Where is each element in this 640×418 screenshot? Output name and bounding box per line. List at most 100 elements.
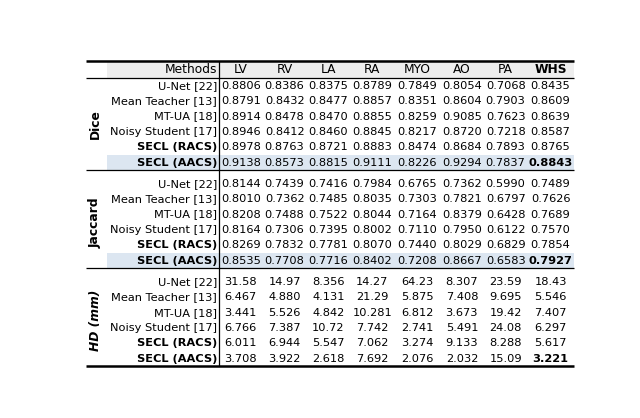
Text: 0.7489: 0.7489 [531, 179, 570, 189]
Text: 7.692: 7.692 [356, 354, 388, 364]
Text: 6.812: 6.812 [401, 308, 433, 318]
Text: 0.8857: 0.8857 [352, 96, 392, 106]
Text: SECL (AACS): SECL (AACS) [136, 158, 217, 168]
Bar [108, 61, 219, 78]
Text: 7.387: 7.387 [268, 323, 301, 333]
Text: U-Net [22]: U-Net [22] [157, 277, 217, 287]
Text: 14.97: 14.97 [268, 277, 301, 287]
Text: 5.547: 5.547 [312, 338, 344, 348]
Text: 0.8460: 0.8460 [308, 127, 348, 137]
Text: 0.8791: 0.8791 [221, 96, 260, 106]
Text: 0.8609: 0.8609 [531, 96, 570, 106]
Text: 0.7362: 0.7362 [265, 194, 305, 204]
Text: 0.7716: 0.7716 [308, 255, 348, 265]
Text: 0.7395: 0.7395 [308, 225, 348, 235]
Text: 9.695: 9.695 [490, 292, 522, 302]
Text: Methods: Methods [165, 64, 218, 76]
Text: 0.8855: 0.8855 [352, 112, 392, 122]
Text: 0.7903: 0.7903 [486, 96, 525, 106]
Text: SECL (RACS): SECL (RACS) [137, 338, 217, 348]
Text: 0.7570: 0.7570 [531, 225, 570, 235]
Text: 5.526: 5.526 [268, 308, 301, 318]
Text: 0.7781: 0.7781 [308, 240, 348, 250]
Text: 0.8010: 0.8010 [221, 194, 260, 204]
Text: 10.281: 10.281 [352, 308, 392, 318]
Text: 0.8351: 0.8351 [397, 96, 437, 106]
Text: 0.7689: 0.7689 [531, 209, 570, 219]
Text: 0.7893: 0.7893 [486, 142, 525, 152]
Text: 24.08: 24.08 [490, 323, 522, 333]
Text: MT-UA [18]: MT-UA [18] [154, 308, 217, 318]
Text: SECL (RACS): SECL (RACS) [137, 240, 217, 250]
Text: 3.708: 3.708 [225, 354, 257, 364]
Bar [440, 253, 484, 268]
Text: 4.842: 4.842 [312, 308, 344, 318]
Text: 6.011: 6.011 [225, 338, 257, 348]
Text: Mean Teacher [13]: Mean Teacher [13] [111, 194, 217, 204]
Text: 0.8806: 0.8806 [221, 81, 260, 91]
Text: 0.8763: 0.8763 [265, 142, 305, 152]
Text: 3.922: 3.922 [268, 354, 301, 364]
Text: 6.944: 6.944 [268, 338, 301, 348]
Text: 0.9294: 0.9294 [442, 158, 482, 168]
Text: 6.297: 6.297 [534, 323, 567, 333]
Text: 0.5990: 0.5990 [486, 179, 525, 189]
Text: 0.7110: 0.7110 [397, 225, 437, 235]
Text: 0.8883: 0.8883 [352, 142, 392, 152]
Text: 0.9138: 0.9138 [221, 158, 260, 168]
Text: 0.7488: 0.7488 [265, 209, 305, 219]
Text: AO: AO [453, 64, 471, 76]
Text: 8.288: 8.288 [490, 338, 522, 348]
Text: Noisy Student [17]: Noisy Student [17] [110, 323, 217, 333]
Text: 0.8259: 0.8259 [397, 112, 437, 122]
Text: 0.8217: 0.8217 [397, 127, 437, 137]
Text: 0.7485: 0.7485 [308, 194, 348, 204]
Bar [394, 253, 440, 268]
Text: 4.131: 4.131 [312, 292, 344, 302]
Text: 0.8587: 0.8587 [531, 127, 570, 137]
Text: 0.8478: 0.8478 [265, 112, 305, 122]
Text: 0.8474: 0.8474 [397, 142, 437, 152]
Text: 0.8070: 0.8070 [352, 240, 392, 250]
Text: 0.6122: 0.6122 [486, 225, 525, 235]
Text: 0.8054: 0.8054 [442, 81, 482, 91]
Text: 0.8477: 0.8477 [308, 96, 348, 106]
Bar [307, 155, 350, 170]
Text: 0.7626: 0.7626 [531, 194, 570, 204]
Text: 7.407: 7.407 [534, 308, 567, 318]
Text: 3.274: 3.274 [401, 338, 433, 348]
Text: 0.6428: 0.6428 [486, 209, 525, 219]
Text: 0.7439: 0.7439 [265, 179, 305, 189]
Text: 18.43: 18.43 [534, 277, 567, 287]
Text: U-Net [22]: U-Net [22] [157, 179, 217, 189]
Text: MT-UA [18]: MT-UA [18] [154, 209, 217, 219]
Text: Mean Teacher [13]: Mean Teacher [13] [111, 292, 217, 302]
Text: 0.8035: 0.8035 [352, 194, 392, 204]
Bar [350, 253, 394, 268]
Text: U-Net [22]: U-Net [22] [157, 81, 217, 91]
Text: 2.741: 2.741 [401, 323, 433, 333]
Text: 31.58: 31.58 [225, 277, 257, 287]
Text: MT-UA [18]: MT-UA [18] [154, 112, 217, 122]
Text: 0.7984: 0.7984 [352, 179, 392, 189]
Text: 0.8044: 0.8044 [353, 209, 392, 219]
Text: SECL (AACS): SECL (AACS) [136, 255, 217, 265]
Text: 0.8164: 0.8164 [221, 225, 260, 235]
Text: 0.8402: 0.8402 [353, 255, 392, 265]
Bar [350, 61, 394, 78]
Text: 0.8226: 0.8226 [397, 158, 436, 168]
Bar [484, 61, 527, 78]
Text: 7.062: 7.062 [356, 338, 388, 348]
Text: 0.7837: 0.7837 [486, 158, 525, 168]
Text: 8.307: 8.307 [445, 277, 478, 287]
Text: 23.59: 23.59 [490, 277, 522, 287]
Text: 64.23: 64.23 [401, 277, 433, 287]
Text: Jaccard: Jaccard [89, 197, 102, 247]
Text: 14.27: 14.27 [356, 277, 388, 287]
Text: 3.221: 3.221 [532, 354, 568, 364]
Text: Noisy Student [17]: Noisy Student [17] [110, 127, 217, 137]
Text: Noisy Student [17]: Noisy Student [17] [110, 225, 217, 235]
Text: 0.8435: 0.8435 [531, 81, 570, 91]
Text: 0.8789: 0.8789 [352, 81, 392, 91]
Text: 2.032: 2.032 [445, 354, 478, 364]
